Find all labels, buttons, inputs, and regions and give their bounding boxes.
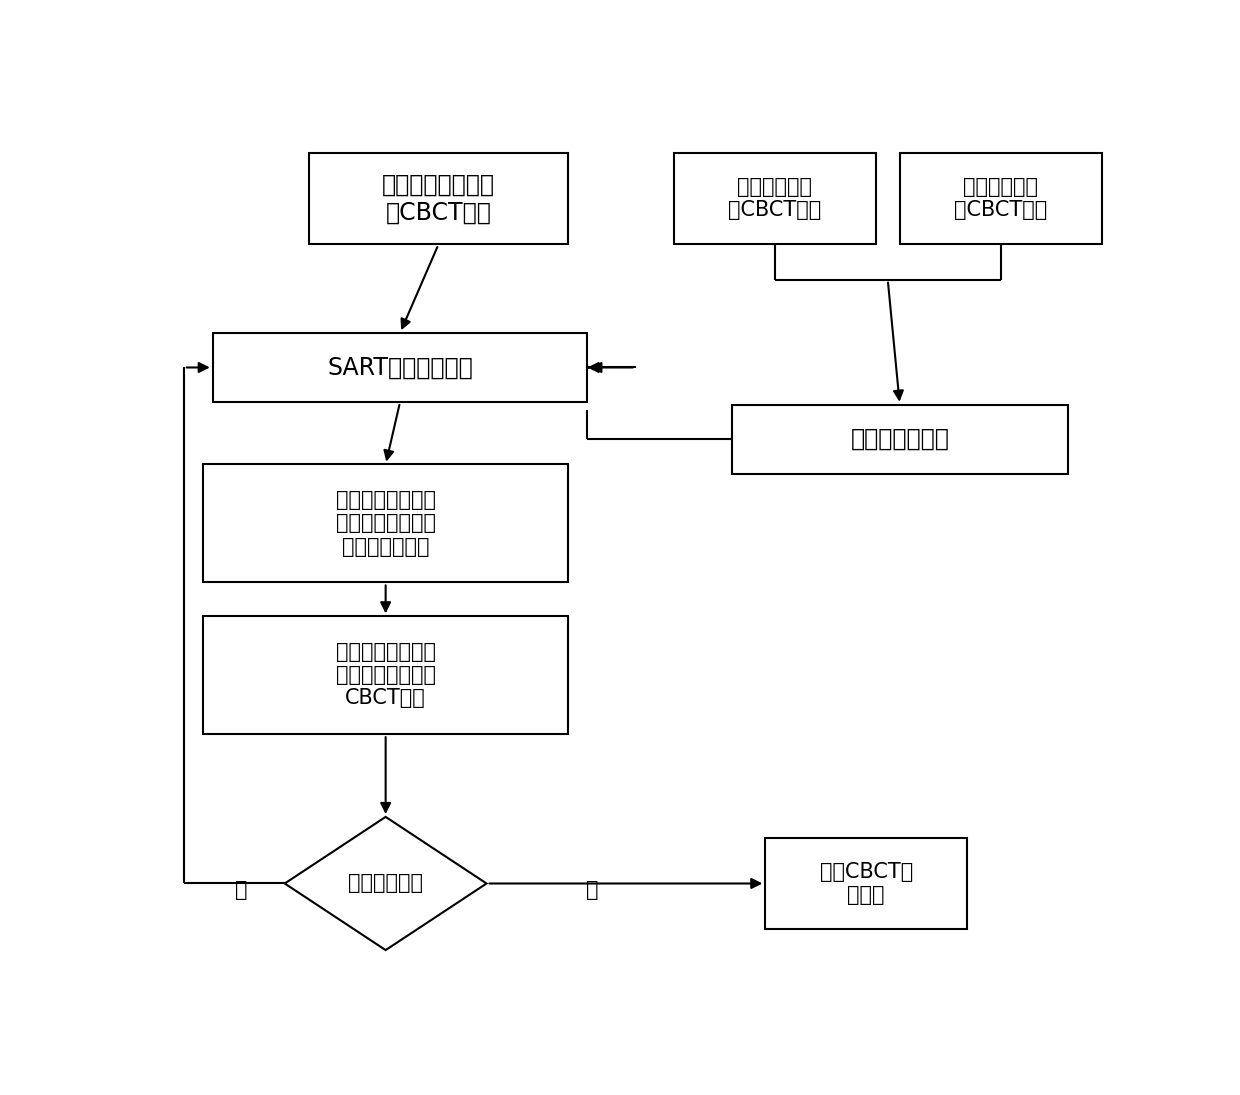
Text: 低精度字典对迭代
计算的当前迭代结
果进行稀疏表达: 低精度字典对迭代 计算的当前迭代结 果进行稀疏表达: [336, 491, 435, 556]
Text: 否: 否: [236, 880, 248, 900]
Text: 输出CBCT重
建图像: 输出CBCT重 建图像: [820, 862, 913, 906]
Text: SART算法迭代重建: SART算法迭代重建: [327, 356, 472, 380]
FancyBboxPatch shape: [213, 333, 588, 402]
FancyBboxPatch shape: [203, 616, 568, 735]
FancyBboxPatch shape: [900, 153, 1101, 244]
FancyBboxPatch shape: [765, 838, 967, 929]
Text: 降采样采集待重建
的CBCT数据: 降采样采集待重建 的CBCT数据: [382, 173, 495, 224]
Text: 降采样采集先
验CBCT图像: 降采样采集先 验CBCT图像: [728, 177, 821, 220]
FancyBboxPatch shape: [675, 153, 875, 244]
Text: 是: 是: [587, 880, 599, 900]
FancyBboxPatch shape: [732, 404, 1068, 474]
FancyBboxPatch shape: [309, 153, 568, 244]
FancyBboxPatch shape: [203, 464, 568, 583]
Text: 全采样采集先
验CBCT图像: 全采样采集先 验CBCT图像: [954, 177, 1048, 220]
Text: 高精度字典采用稀
疏表达的结果重建
CBCT图像: 高精度字典采用稀 疏表达的结果重建 CBCT图像: [336, 642, 435, 708]
Polygon shape: [285, 817, 486, 950]
Text: 达到预定精度: 达到预定精度: [348, 874, 423, 894]
Text: 构建双字典模型: 构建双字典模型: [851, 427, 949, 451]
